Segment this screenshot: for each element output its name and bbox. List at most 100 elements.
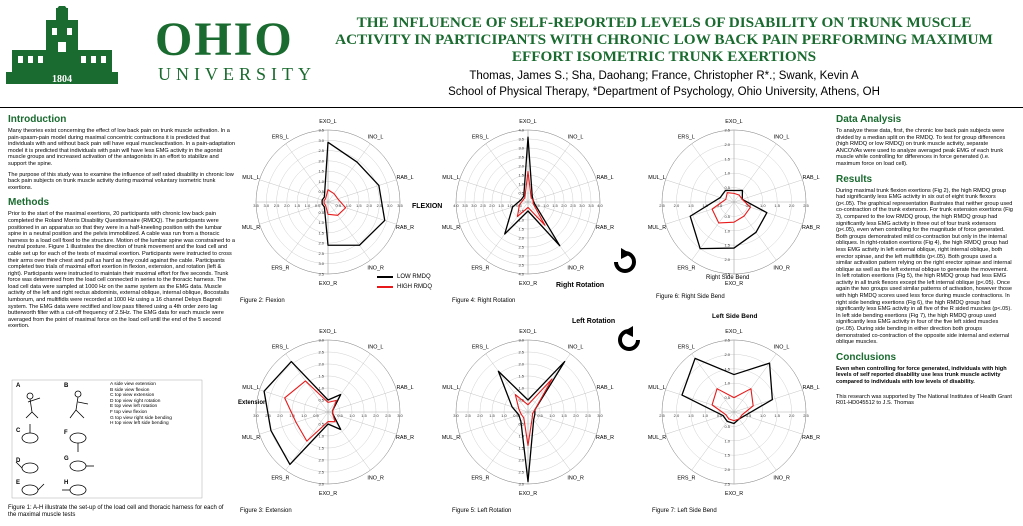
tick-label: 0.5 (534, 203, 540, 208)
left-rotation-radar-svg: EXO_L INO_L RAB_L RAB_R INO_R EXO_R ERS_R MUL_R… (442, 329, 614, 497)
tick-label: 0.5 (313, 413, 319, 418)
tick-label: 2.0 (789, 413, 795, 418)
tick-label: 1.0 (702, 413, 708, 418)
axis-label: ERS_R (271, 266, 289, 272)
tick-label: 2.5 (385, 413, 391, 418)
right-column: Data Analysis To analyze these data, fir… (836, 108, 1014, 411)
axis-label: INO_L (368, 134, 384, 140)
figure-3-side-label: Extension (238, 400, 267, 406)
tick-label: 3.0 (579, 203, 585, 208)
tick-label: 2.0 (724, 467, 730, 472)
figure-2-caption: Figure 2: Flexion (240, 298, 285, 304)
figure-4-right-rotation-chart: EXO_L INO_L RAB_L RAB_R INO_R EXO_R ERS_R MUL_R… (438, 112, 618, 297)
axis-label: RAB_R (596, 225, 614, 231)
axis-label: EXO_R (725, 281, 743, 287)
tick-label: 3.5 (462, 203, 468, 208)
series-low-rmdq (263, 360, 342, 466)
tick-label: 1.5 (724, 156, 730, 161)
series-low-rmdq (689, 189, 768, 250)
fig1-label-h: H (64, 480, 68, 486)
clockwise-arrow-icon (614, 248, 636, 273)
axis-label: MUL_R (648, 225, 666, 231)
tick-label: 1.0 (518, 182, 524, 187)
tick-label: 2.0 (561, 203, 567, 208)
axis-label: RAB_L (596, 385, 613, 391)
tick-label: 1.5 (294, 203, 300, 208)
axis-label: INO_R (567, 266, 584, 272)
tick-label: 2.5 (585, 413, 591, 418)
fig1-label-a: A (16, 383, 21, 389)
tick-label: 1.5 (489, 413, 495, 418)
tick-label: 3.0 (453, 413, 459, 418)
axis-label: INO_R (567, 476, 584, 482)
tick-label: 2.5 (518, 155, 524, 160)
axis-label: RAB_L (802, 385, 819, 391)
fig1-key-item: C top view extension (110, 393, 155, 399)
axis-label: RAB_L (802, 175, 819, 181)
introduction-heading: Introduction (8, 114, 67, 125)
figure-7-left-side-bend-chart: EXO_L INO_L RAB_L RAB_R INO_R EXO_R ERS_R MUL_R… (644, 322, 824, 507)
tick-label: 2.0 (674, 413, 680, 418)
tick-label: 2.5 (518, 350, 524, 355)
series-high-rmdq (284, 380, 338, 442)
tick-label: 3.0 (397, 413, 403, 418)
spoke (665, 389, 735, 413)
tick-label: 2.5 (724, 482, 730, 487)
axis-label: INO_R (773, 476, 790, 482)
results-paragraph: During maximal trunk flexion exertions (… (836, 187, 1013, 346)
spoke (485, 353, 529, 413)
axis-label: ERS_L (472, 134, 489, 140)
axis-label: INO_L (568, 134, 584, 140)
tick-label: 3.0 (253, 413, 259, 418)
fig1-label-e: E (16, 480, 20, 486)
axis-label: ERS_L (272, 134, 289, 140)
spoke (665, 201, 735, 225)
axis-label: MUL_L (442, 385, 459, 391)
figure-6-side-label: Right Side Bend (706, 275, 750, 281)
tick-label: 2.5 (803, 203, 809, 208)
tick-label: 0.5 (724, 395, 730, 400)
tick-label: 1.0 (549, 413, 555, 418)
tick-label: 2.5 (465, 413, 471, 418)
axis-label: ERS_R (271, 476, 289, 482)
axis-label: MUL_R (648, 435, 666, 441)
tick-label: 0.5 (717, 413, 723, 418)
tick-label: 3.5 (318, 128, 324, 133)
series-high-rmdq (711, 388, 754, 422)
tick-label: 1.5 (688, 413, 694, 418)
fig1-label-g: G (64, 456, 69, 462)
axis-label: RAB_R (802, 435, 820, 441)
tick-label: 2.5 (518, 470, 524, 475)
axis-label: INO_R (773, 266, 790, 272)
axis-label: MUL_L (648, 175, 665, 181)
tick-label: 2.0 (366, 203, 372, 208)
axis-label: INO_L (368, 344, 384, 350)
results-heading: Results (836, 173, 873, 185)
tick-label: 0.5 (518, 209, 524, 214)
axis-label: EXO_R (519, 281, 537, 287)
axis-label: RAB_R (396, 435, 414, 441)
spoke (733, 389, 803, 413)
spoke (327, 201, 371, 261)
tick-label: 1.5 (774, 413, 780, 418)
series-high-rmdq (711, 192, 751, 224)
series-low-rmdq (497, 360, 566, 483)
tick-label: 1.0 (724, 381, 730, 386)
tick-label: 1.0 (760, 203, 766, 208)
spoke (259, 389, 329, 413)
header-divider (0, 107, 1023, 108)
tick-label: 1.0 (318, 179, 324, 184)
axis-label: INO_R (367, 476, 384, 482)
axis-label: EXO_L (725, 119, 742, 125)
fig1-label-d: D (16, 458, 21, 464)
axis-label: EXO_L (519, 119, 536, 125)
right-rotation-radar-svg: EXO_L INO_L RAB_L RAB_R INO_R EXO_R ERS_R MUL_R… (442, 119, 614, 287)
tick-label: 0.5 (318, 189, 324, 194)
tick-label: 1.0 (724, 438, 730, 443)
wordmark-university: UNIVERSITY (158, 64, 316, 84)
tick-label: 3.5 (588, 203, 594, 208)
tick-label: 2.0 (318, 158, 324, 163)
tick-label: 3.0 (518, 146, 524, 151)
tick-label: 0.5 (318, 422, 324, 427)
figure-7-side-label: Left Side Bend (712, 313, 758, 320)
